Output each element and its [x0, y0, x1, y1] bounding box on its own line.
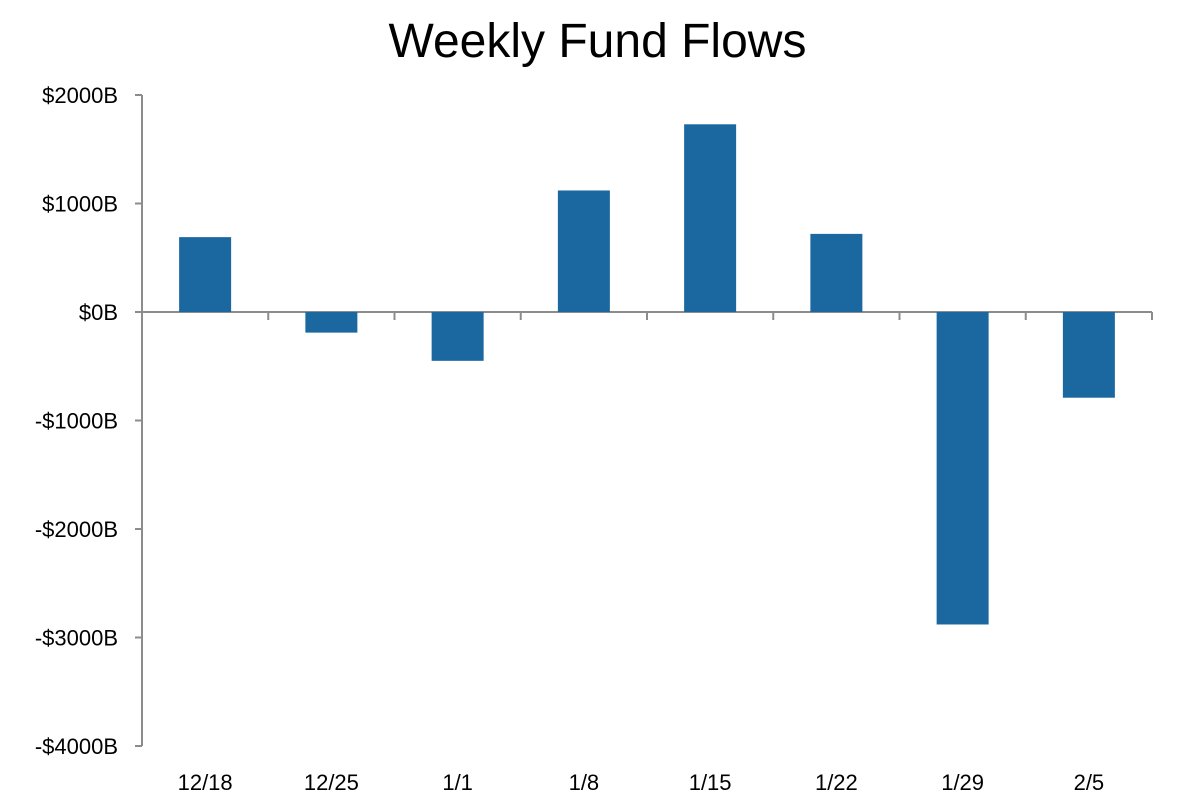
chart-title: Weekly Fund Flows [388, 15, 807, 68]
bars [179, 124, 1115, 625]
bar-12-25 [305, 312, 358, 333]
bar-1-1 [431, 312, 484, 361]
x-tick-label: 12/25 [304, 770, 359, 795]
y-tick-label: -$3000B [35, 626, 118, 651]
bar-1-29 [936, 312, 989, 625]
y-tick-label: $0B [79, 300, 118, 325]
axes [135, 94, 1153, 747]
bar-2-5 [1062, 312, 1115, 398]
x-tick-label: 12/18 [178, 770, 233, 795]
y-tick-label: $1000B [42, 192, 118, 217]
bar-1-8 [557, 190, 610, 312]
tick-labels: $2000B $1000B $0B -$1000B -$2000B -$3000B -$40… [35, 83, 1104, 795]
y-tick-label: -$1000B [35, 409, 118, 434]
x-tick-label: 1/8 [569, 770, 600, 795]
bar-12-18 [179, 237, 232, 312]
y-tick-label: -$4000B [35, 734, 118, 759]
x-tick-label: 1/1 [442, 770, 473, 795]
bar-1-22 [810, 233, 863, 312]
x-tick-label: 1/15 [689, 770, 732, 795]
x-tick-label: 1/22 [815, 770, 858, 795]
y-tick-label: $2000B [42, 83, 118, 108]
x-tick-label: 1/29 [941, 770, 984, 795]
x-tick-label: 2/5 [1074, 770, 1105, 795]
bar-1-15 [684, 124, 737, 312]
y-tick-label: -$2000B [35, 517, 118, 542]
